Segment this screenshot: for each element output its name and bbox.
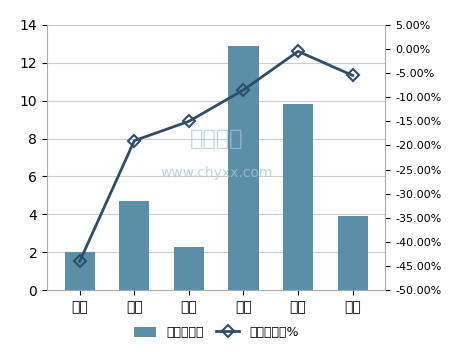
Text: www.chyxx.com: www.chyxx.com xyxy=(160,166,273,181)
Bar xyxy=(119,201,149,290)
Bar xyxy=(174,247,204,290)
Bar xyxy=(283,104,313,290)
Legend: 销售：万辆, 同比增长：%: 销售：万辆, 同比增长：% xyxy=(129,321,304,344)
Bar xyxy=(228,46,258,290)
Text: 智研咋询: 智研咋询 xyxy=(189,129,243,149)
Bar xyxy=(337,216,368,290)
Bar xyxy=(65,252,95,290)
